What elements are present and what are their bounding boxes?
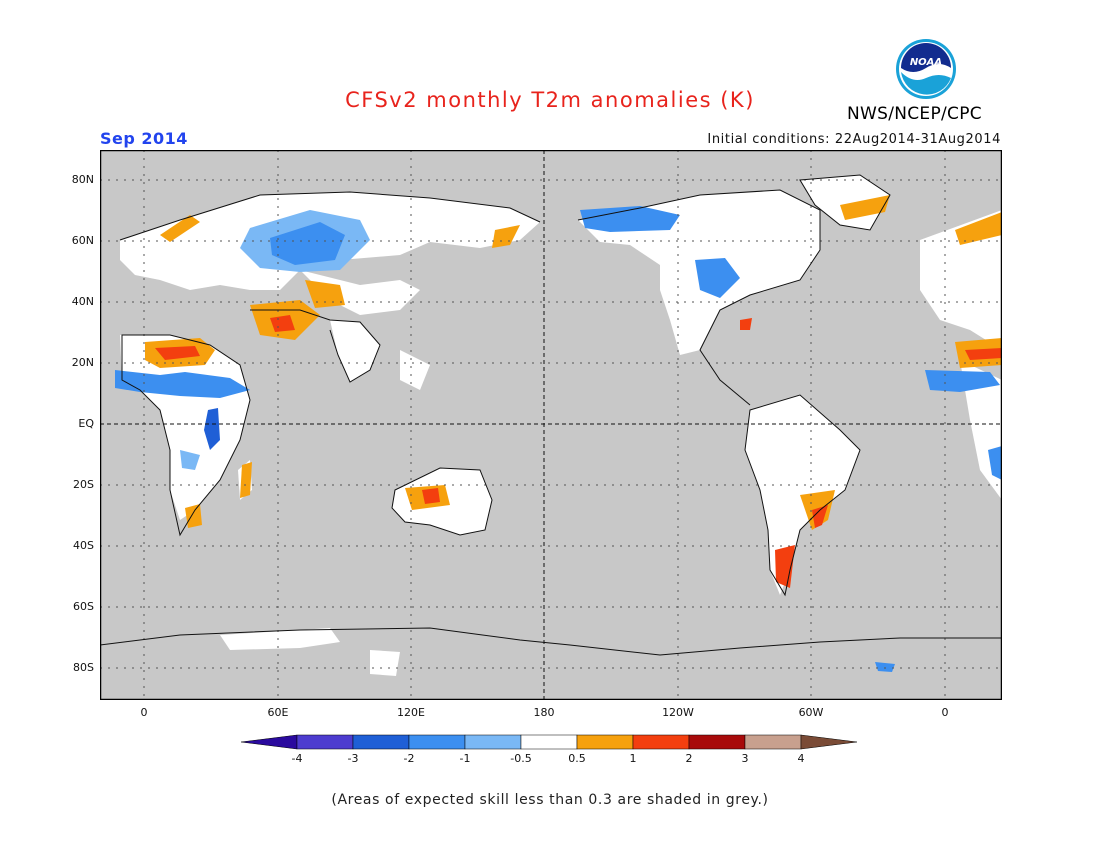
colorbar (240, 734, 858, 750)
y-tick-label: EQ (78, 417, 94, 430)
map-frame (100, 150, 1002, 700)
colorbar-left-arrow (240, 734, 298, 750)
colorbar-cell (688, 734, 746, 750)
colorbar-tick-label: 3 (741, 752, 749, 765)
colorbar-tick-label: 4 (797, 752, 805, 765)
x-tick-label: 60E (267, 706, 289, 719)
x-tick-label: 60W (798, 706, 824, 719)
x-tick-label: 120E (397, 706, 425, 719)
colorbar-cell (744, 734, 802, 750)
x-tick-label: 0 (941, 706, 949, 719)
chart-title: CFSv2 monthly T2m anomalies (K) (345, 88, 755, 112)
reference-lines (100, 150, 1002, 700)
colorbar-cell (576, 734, 634, 750)
colorbar-cell (632, 734, 690, 750)
colorbar-cell (352, 734, 410, 750)
colorbar-right-arrow (800, 734, 858, 750)
agency-label: NWS/NCEP/CPC (847, 104, 982, 124)
y-tick-label: 20N (71, 356, 94, 369)
y-tick-label: 60S (73, 600, 94, 613)
x-tick-label: 120W (662, 706, 694, 719)
colorbar-tick-label: -0.5 (510, 752, 532, 765)
colorbar-cell (464, 734, 522, 750)
y-tick-label: 40S (73, 539, 94, 552)
coastlines (100, 174, 1002, 656)
colorbar-tick-label: -1 (459, 752, 471, 765)
colorbar-cell (296, 734, 354, 750)
colorbar-cell (520, 734, 578, 750)
colorbar-tick-label: 0.5 (568, 752, 586, 765)
colorbar-tick-label: -2 (403, 752, 415, 765)
warm-anomaly-regions (145, 195, 1002, 588)
colorbar-tick-label: -4 (291, 752, 303, 765)
x-tick-label: 180 (533, 706, 555, 719)
y-tick-label: 40N (71, 295, 94, 308)
y-tick-label: 60N (71, 234, 94, 247)
y-tick-label: 20S (73, 478, 94, 491)
anomaly-map (100, 150, 1002, 700)
forecast-month: Sep 2014 (100, 129, 188, 148)
y-tick-label: 80S (73, 661, 94, 674)
colorbar-tick-label: -3 (347, 752, 359, 765)
cold-anomaly-regions (115, 206, 1002, 672)
colorbar-tick-label: 2 (685, 752, 693, 765)
skill-footnote: (Areas of expected skill less than 0.3 a… (331, 792, 769, 808)
initial-conditions: Initial conditions: 22Aug2014-31Aug2014 (707, 132, 1001, 147)
noaa-logo: NOAA (896, 39, 956, 99)
y-tick-label: 80N (71, 173, 94, 186)
x-tick-label: 0 (140, 706, 148, 719)
colorbar-cell (408, 734, 466, 750)
svg-text:NOAA: NOAA (910, 57, 942, 68)
colorbar-tick-label: 1 (629, 752, 637, 765)
